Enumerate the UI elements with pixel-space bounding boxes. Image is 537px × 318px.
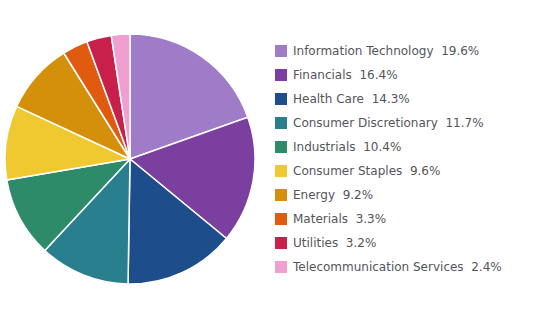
svg-text:Industrials 10.4%: Industrials 10.4%	[293, 140, 401, 154]
svg-text:Telecommunication Services 2.: Telecommunication Services 2.4%	[292, 260, 502, 274]
svg-text:Financials 16.4%: Financials 16.4%	[293, 68, 398, 82]
svg-text:Utilities 3.2%: Utilities 3.2%	[293, 236, 376, 250]
svg-text:Materials 3.3%: Materials 3.3%	[293, 212, 386, 226]
svg-text:Consumer Staples 9.6%: Consumer Staples 9.6%	[293, 164, 440, 178]
svg-text:Information Technology 19.6%: Information Technology 19.6%	[293, 44, 479, 58]
svg-text:Health Care 14.3%: Health Care 14.3%	[293, 92, 410, 106]
svg-text:Energy 9.2%: Energy 9.2%	[293, 188, 373, 202]
svg-text:Consumer Discretionary 11.7%: Consumer Discretionary 11.7%	[293, 116, 484, 130]
